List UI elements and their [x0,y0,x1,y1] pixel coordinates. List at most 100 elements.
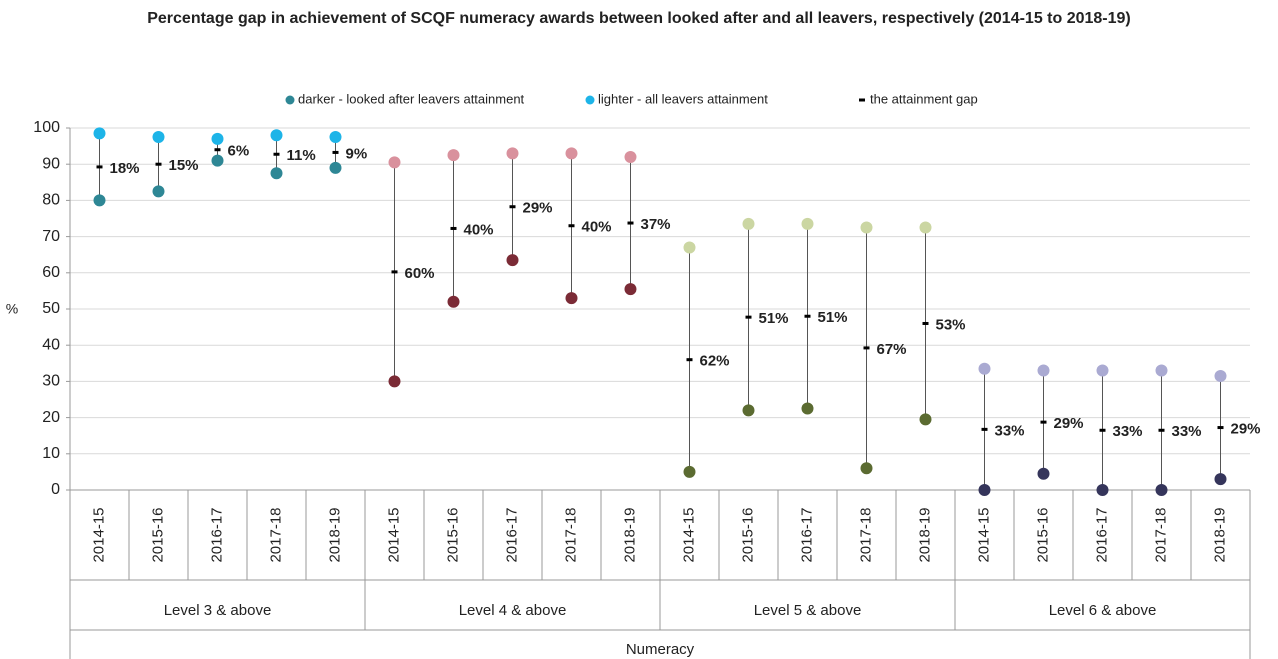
dot-darker [270,167,283,180]
dot-darker [447,295,460,308]
dot-lighter [683,241,696,254]
x-tick-label: 2018-19 [326,507,343,562]
gap-label: 29% [523,200,553,217]
gap-marker [391,270,398,274]
dot-lighter [860,221,873,234]
gap-marker [509,205,516,209]
dot-darker [801,402,814,415]
gap-marker [981,427,988,431]
dot-lighter [329,131,342,144]
x-tick-label: 2015-16 [444,507,461,562]
gap-marker [686,358,693,362]
gap-label: 40% [464,221,494,238]
dot-lighter [93,127,106,140]
dot-darker [152,185,165,198]
group-label: Level 3 & above [164,602,272,619]
x-tick-label: 2014-15 [385,507,402,562]
dot-darker [860,462,873,475]
x-tick-label: 2017-18 [562,507,579,562]
gap-marker [745,315,752,319]
x-tick-label: 2014-15 [975,507,992,562]
y-tick-label: 70 [42,228,60,245]
dot-darker [93,194,106,207]
gap-label: 33% [1113,423,1143,440]
x-group-label: Numeracy [626,641,695,658]
gap-marker [1099,428,1106,432]
gap-label: 53% [936,316,966,333]
dot-darker [211,154,224,167]
x-tick-label: 2014-15 [680,507,697,562]
dot-darker [565,292,578,305]
group-label: Level 5 & above [754,602,862,619]
y-tick-label: 30 [42,373,60,390]
dot-lighter [801,217,814,230]
dot-darker [683,465,696,478]
dot-lighter [624,150,637,163]
gap-label: 9% [346,145,368,162]
x-tick-label: 2015-16 [739,507,756,562]
dot-lighter [742,217,755,230]
gap-marker [450,226,457,230]
y-tick-label: 20 [42,409,60,426]
gap-marker [804,314,811,318]
y-tick-label: 60 [42,264,60,281]
x-tick-label: 2017-18 [267,507,284,562]
gap-marker [155,162,162,166]
group-label: Level 4 & above [459,602,567,619]
gap-label: 51% [759,310,789,327]
dot-darker [919,413,932,426]
x-tick-label: 2016-17 [503,507,520,562]
legend-swatch [859,98,865,102]
y-tick-label: 40 [42,336,60,353]
gap-label: 51% [818,309,848,326]
dot-darker [1155,484,1168,496]
x-tick-label: 2015-16 [149,507,166,562]
dot-darker [329,161,342,174]
gap-marker [214,148,221,152]
gap-label: 15% [169,157,199,174]
dot-darker [978,484,991,496]
gap-marker [863,346,870,350]
legend-label: darker - looked after leavers attainment [298,91,525,106]
gap-label: 33% [995,422,1025,439]
dot-lighter [1096,364,1109,377]
y-tick-label: 0 [51,481,60,498]
gap-marker [1158,428,1165,432]
dot-lighter [506,147,519,160]
y-tick-label: 50 [42,300,60,317]
gap-marker [273,152,280,156]
dot-darker [506,254,519,267]
dot-lighter [270,129,283,142]
gap-marker [568,224,575,228]
x-tick-label: 2016-17 [208,507,225,562]
gap-label: 60% [405,265,435,282]
dot-darker [388,375,401,388]
y-tick-label: 80 [42,192,60,209]
dot-darker [1037,467,1050,480]
dot-lighter [1037,364,1050,377]
dot-lighter [1155,364,1168,377]
x-tick-label: 2017-18 [1152,507,1169,562]
dot-lighter [447,149,460,162]
gap-label: 29% [1231,421,1261,438]
y-tick-label: 100 [33,119,60,136]
dot-darker [1096,484,1109,496]
gap-label: 6% [228,143,250,160]
gap-label: 18% [110,160,140,177]
gap-label: 11% [287,147,316,164]
gap-marker [1040,420,1047,424]
x-tick-label: 2014-15 [90,507,107,562]
legend-swatch [585,95,595,105]
gap-label: 33% [1172,423,1202,440]
legend-label: lighter - all leavers attainment [598,91,768,106]
group-label: Level 6 & above [1049,602,1157,619]
x-tick-label: 2017-18 [857,507,874,562]
gap-label: 29% [1054,415,1084,432]
gap-label: 67% [877,341,907,358]
legend-swatch [285,95,295,105]
chart-title: Percentage gap in achievement of SCQF nu… [147,10,1131,27]
x-tick-label: 2015-16 [1034,507,1051,562]
dot-lighter [211,132,224,145]
